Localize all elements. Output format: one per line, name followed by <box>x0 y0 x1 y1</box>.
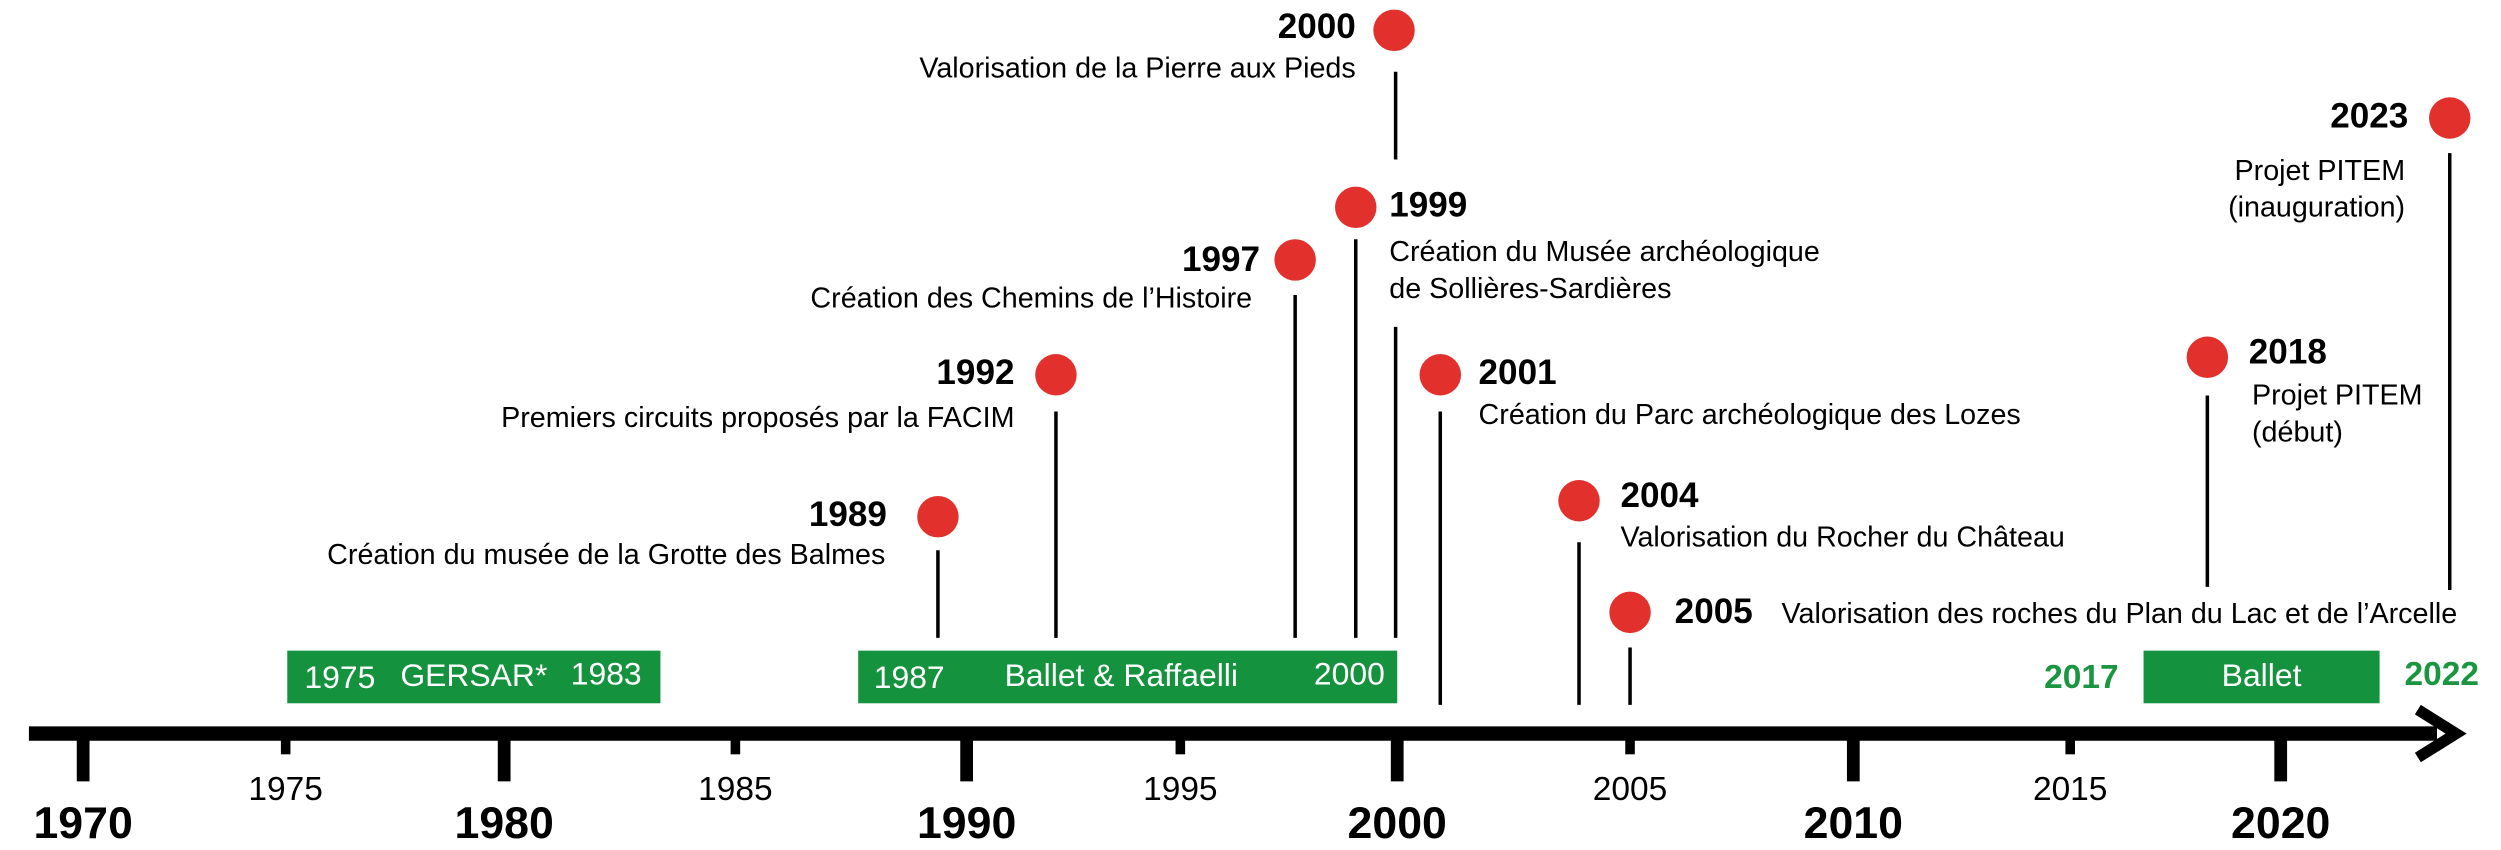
event-dot <box>2186 336 2229 378</box>
event-description: de Sollières-Sardières <box>1389 273 1671 305</box>
event-dot <box>1373 9 1415 52</box>
minor-tick-label: 2005 <box>1593 771 1667 808</box>
event-description: Projet PITEM <box>2252 380 2423 412</box>
event-year: 2004 <box>1620 476 1699 515</box>
event-description: Création du musée de la Grotte des Balme… <box>327 539 885 571</box>
event-year: 1992 <box>936 353 1014 392</box>
event-description: Valorisation des roches du Plan du Lac e… <box>1782 598 2458 630</box>
axis-arrow <box>2414 704 2467 763</box>
event-description: Premiers circuits proposés par la FACIM <box>501 402 1014 434</box>
event-description: Création du Parc archéologique des Lozes <box>1479 399 2021 431</box>
event-description: Valorisation du Rocher du Château <box>1620 522 2064 554</box>
event-dot <box>1609 591 1651 634</box>
period-bar <box>858 650 1398 704</box>
event-description: (inauguration) <box>2228 191 2405 223</box>
event-year: 2000 <box>1278 7 1356 46</box>
major-tick-label: 2000 <box>1348 799 1447 848</box>
event-description: (début) <box>2252 416 2343 448</box>
event-description: Valorisation de la Pierre aux Pieds <box>919 53 1355 85</box>
event-dot <box>1035 354 1077 396</box>
major-tick-label: 1970 <box>33 799 132 848</box>
event-year: 2018 <box>2249 332 2327 371</box>
event-year: 1989 <box>809 495 887 534</box>
major-tick-label: 1980 <box>455 799 554 848</box>
event-dot <box>917 495 959 538</box>
event-description: Projet PITEM <box>2235 155 2406 187</box>
period-bar <box>2143 650 2380 704</box>
event-description: Création des Chemins de l’Histoire <box>810 282 1252 314</box>
major-tick-label: 1990 <box>917 799 1016 848</box>
period-label: Ballet & Raffaelli <box>1005 657 1238 693</box>
event-year: 2023 <box>2330 96 2408 135</box>
period-end: 1983 <box>571 656 642 692</box>
period-start: 2017 <box>2044 659 2118 696</box>
period-end: 2022 <box>2405 656 2479 693</box>
event-year: 2005 <box>1675 592 1753 631</box>
period-label: GERSAR* <box>400 657 547 693</box>
event-dot <box>2429 97 2471 139</box>
minor-tick-label: 2015 <box>2033 771 2107 808</box>
period-start: 1975 <box>304 659 375 695</box>
event-description: Création du Musée archéologique <box>1389 236 1820 268</box>
period-bar <box>287 650 661 704</box>
event-year: 2001 <box>1479 353 1557 392</box>
event-year: 1997 <box>1182 240 1260 279</box>
event-dot <box>1274 239 1316 281</box>
event-year: 1999 <box>1389 186 1467 225</box>
period-start: 1987 <box>874 659 945 695</box>
period-end: 2000 <box>1314 656 1385 692</box>
minor-tick-label: 1985 <box>698 771 772 808</box>
major-tick-label: 2010 <box>1804 799 1903 848</box>
event-dot <box>1419 354 1462 396</box>
minor-tick-label: 1975 <box>248 771 322 808</box>
event-dot <box>1335 186 1377 229</box>
major-tick-label: 2020 <box>2231 799 2330 848</box>
period-label: Ballet <box>2222 657 2302 693</box>
event-dot <box>1558 480 1600 522</box>
minor-tick-label: 1995 <box>1143 771 1217 808</box>
